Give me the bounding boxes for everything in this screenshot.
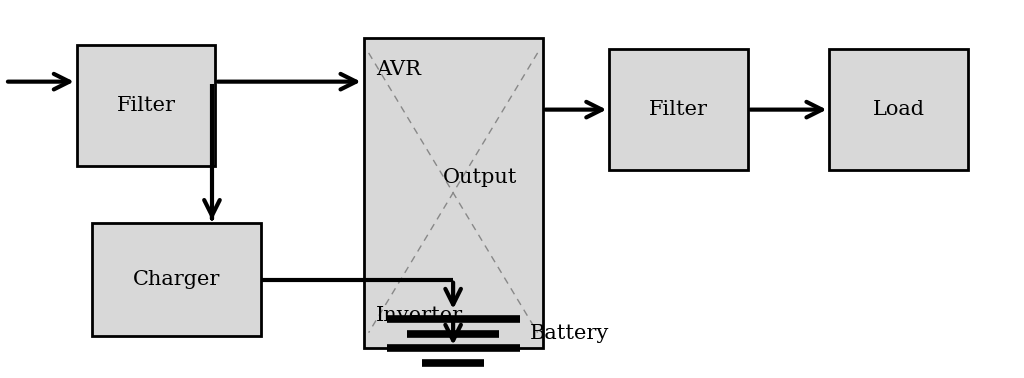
Bar <box>609 49 748 170</box>
Text: Filter: Filter <box>117 96 175 115</box>
Text: Inverter: Inverter <box>376 306 463 325</box>
Text: Load: Load <box>872 100 925 119</box>
Text: Charger: Charger <box>133 270 220 289</box>
Text: Filter: Filter <box>649 100 708 119</box>
Bar <box>829 49 968 170</box>
Text: Battery: Battery <box>530 324 609 343</box>
Bar <box>364 38 543 348</box>
Text: AVR: AVR <box>376 60 421 79</box>
Bar <box>77 45 215 166</box>
Text: Output: Output <box>442 168 517 187</box>
Bar <box>92 223 261 336</box>
